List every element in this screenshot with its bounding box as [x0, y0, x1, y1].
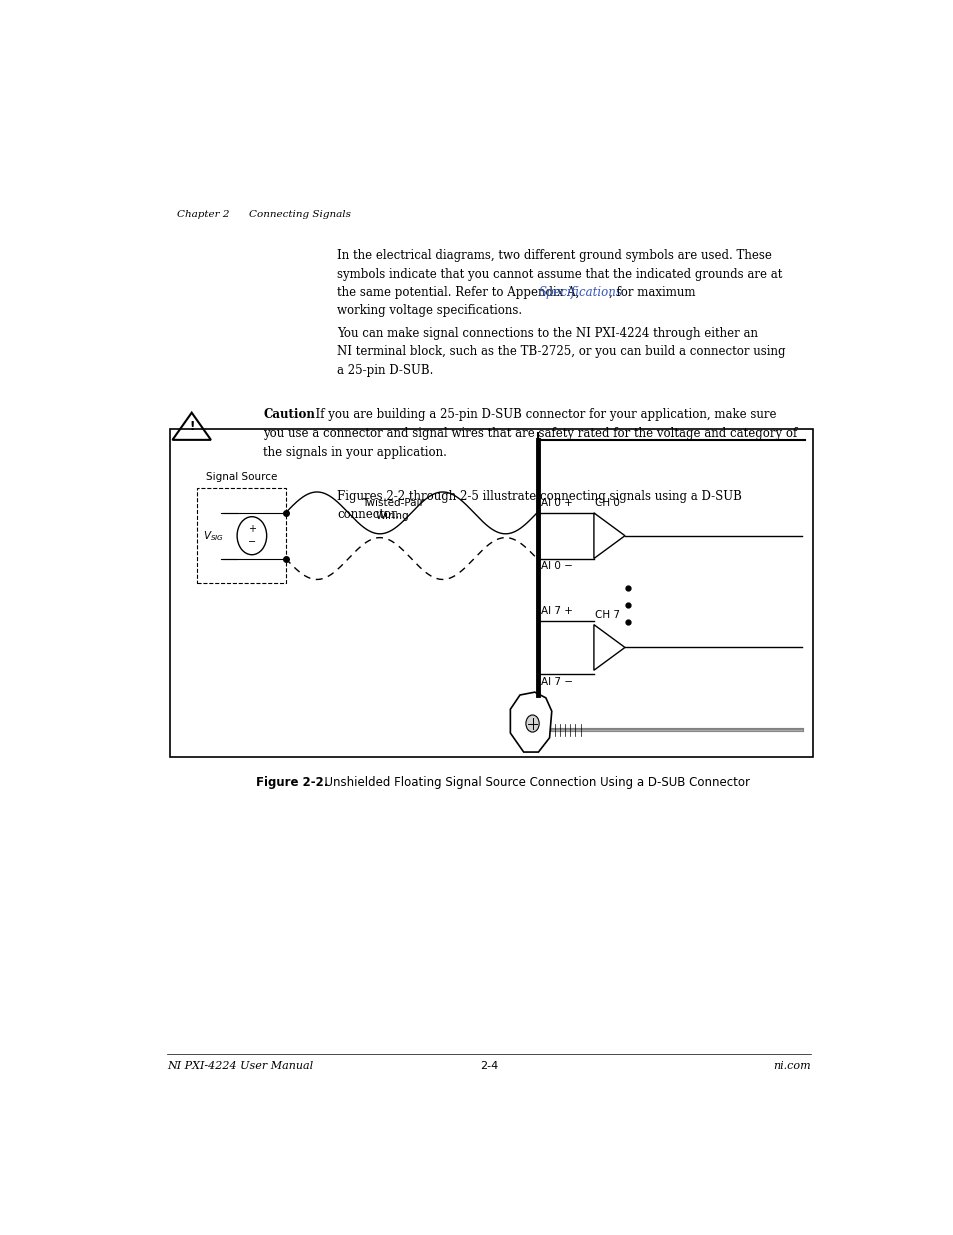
Text: AI 7 +: AI 7 +	[541, 606, 573, 616]
Text: Signal Source: Signal Source	[205, 473, 276, 483]
FancyBboxPatch shape	[196, 488, 285, 583]
Text: the same potential. Refer to Appendix A,: the same potential. Refer to Appendix A,	[337, 285, 583, 299]
Text: Figure 2-2.: Figure 2-2.	[255, 776, 328, 789]
Text: NI PXI-4224 User Manual: NI PXI-4224 User Manual	[167, 1061, 314, 1071]
Text: Unshielded Floating Signal Source Connection Using a D-SUB Connector: Unshielded Floating Signal Source Connec…	[316, 776, 749, 789]
Text: AI 0 −: AI 0 −	[541, 562, 573, 572]
Text: In the electrical diagrams, two different ground symbols are used. These
symbols: In the electrical diagrams, two differen…	[337, 249, 781, 280]
Bar	[170, 429, 812, 757]
Text: you use a connector and signal wires that are safety rated for the voltage and c: you use a connector and signal wires tha…	[263, 427, 797, 440]
Text: !: !	[189, 420, 194, 433]
Text: working voltage specifications.: working voltage specifications.	[337, 304, 522, 317]
Text: AI 0 +: AI 0 +	[541, 498, 573, 508]
Text: If you are building a 25-pin D-SUB connector for your application, make sure: If you are building a 25-pin D-SUB conne…	[308, 408, 776, 421]
Text: −: −	[248, 537, 255, 547]
Text: Caution: Caution	[263, 408, 315, 421]
Text: You can make signal connections to the NI PXI-4224 through either an
NI terminal: You can make signal connections to the N…	[337, 327, 785, 377]
Text: the signals in your application.: the signals in your application.	[263, 446, 447, 459]
Text: AI 7 −: AI 7 −	[541, 677, 573, 687]
Text: 2-4: 2-4	[479, 1061, 497, 1071]
Text: , for maximum: , for maximum	[609, 285, 695, 299]
Text: Twisted-Pair
Wiring: Twisted-Pair Wiring	[361, 498, 423, 521]
Text: Chapter 2: Chapter 2	[176, 210, 229, 219]
Text: Specifications: Specifications	[537, 285, 621, 299]
Text: Connecting Signals: Connecting Signals	[249, 210, 351, 219]
Polygon shape	[510, 692, 551, 752]
Text: ni.com: ni.com	[772, 1061, 810, 1071]
Text: $V_{SIG}$: $V_{SIG}$	[203, 529, 224, 542]
Text: CH 0: CH 0	[595, 498, 619, 508]
Text: Figures 2-2 through 2-5 illustrate connecting signals using a D-SUB
connector.: Figures 2-2 through 2-5 illustrate conne…	[337, 489, 741, 521]
Text: +: +	[248, 524, 255, 534]
Circle shape	[525, 715, 538, 732]
Text: CH 7: CH 7	[595, 610, 619, 620]
